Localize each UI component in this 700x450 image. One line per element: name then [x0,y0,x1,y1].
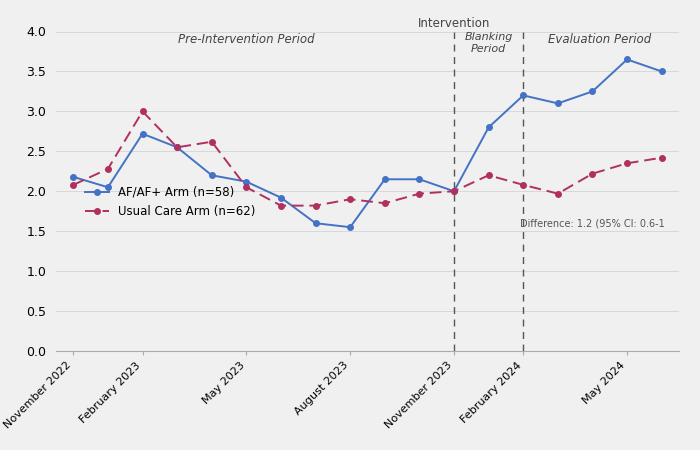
Text: Intervention: Intervention [418,17,490,30]
Text: Evaluation Period: Evaluation Period [548,33,651,46]
Text: Pre-Intervention Period: Pre-Intervention Period [178,33,315,46]
Text: Difference: 1.2 (95% CI: 0.6-1: Difference: 1.2 (95% CI: 0.6-1 [520,218,665,228]
Text: Blanking
Period: Blanking Period [465,32,513,54]
Legend: AF/AF+ Arm (n=58), Usual Care Arm (n=62): AF/AF+ Arm (n=58), Usual Care Arm (n=62) [80,181,260,222]
